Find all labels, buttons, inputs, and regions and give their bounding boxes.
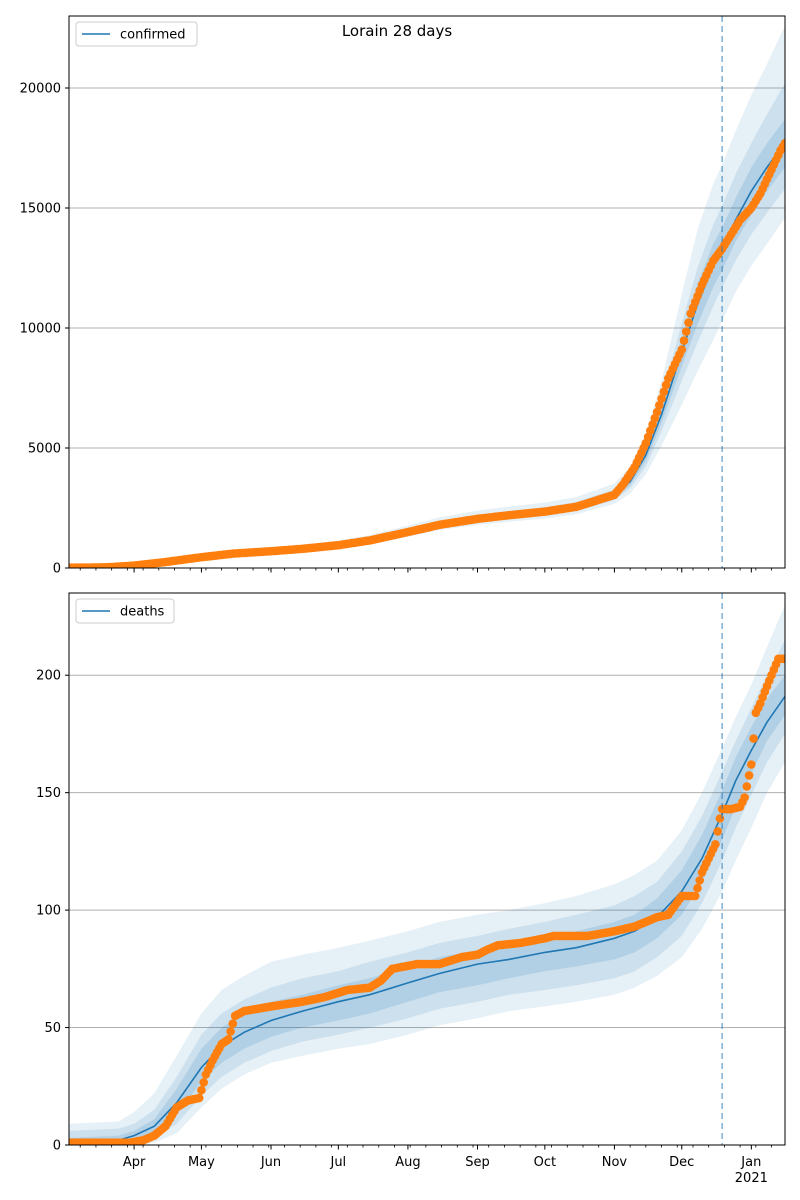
uncertainty-band-inner [69,675,785,1145]
y-tick-label: 150 [36,786,61,801]
y-tick-label: 50 [44,1021,61,1036]
x-tick-label: Oct [534,1155,556,1170]
deaths-panel: 0 50 100 150 200 Apr May Jun Jul Aug Sep Oct Nov Dec J… [36,592,786,1186]
observed-point [679,336,689,345]
observed-point [677,345,687,354]
x-tick-label: Sep [465,1155,490,1170]
legend: deaths [75,598,175,624]
x-tick-label: Dec [669,1155,694,1170]
observed-point [228,1019,238,1028]
observed-point [224,1035,233,1044]
observed-point [681,327,691,336]
x-tick-label: Aug [395,1155,420,1170]
observed-point [740,793,749,802]
observed-point [197,1085,206,1095]
legend: confirmed [75,21,198,47]
observed-point [711,840,720,849]
observed-point [747,760,756,769]
y-tick-label: 15000 [20,202,61,217]
axes-frame [68,592,786,1146]
x-tick-sublabel: 2021 [735,1171,768,1186]
confirmed-panel: 0 5000 10000 15000 20000 confirmed [20,15,786,577]
plot-area [69,25,785,568]
legend-box [75,21,198,47]
observed-point [744,771,754,780]
legend-label: deaths [120,605,165,620]
x-tick-label: May [188,1155,215,1170]
y-tick-label: 20000 [20,82,61,97]
figure-title: Lorain 28 days [342,22,453,40]
x-tick-label: Jan [740,1155,761,1170]
y-tick-label: 0 [53,1139,61,1154]
y-tick-label: 5000 [28,442,61,457]
x-tick-label: Jun [260,1155,281,1170]
observed-point [659,387,669,397]
y-tick-label: 10000 [20,322,61,337]
observed-point [780,654,785,664]
observed-point [742,782,752,791]
y-tick-label: 0 [53,562,61,577]
x-tick-label: Jul [329,1155,346,1170]
axes-frame [68,15,786,569]
observed-point [713,827,722,836]
observed-point [226,1027,235,1036]
observed-point [199,1078,208,1087]
observed-point [655,401,664,410]
observed-point [661,380,671,390]
y-tick-label: 200 [36,669,61,684]
observed-point [194,1093,204,1103]
x-tick-label: Apr [123,1155,146,1170]
plot-area [69,604,785,1145]
observed-point [684,318,693,327]
observed-point [780,138,785,148]
x-tick-label: Nov [602,1155,628,1170]
legend-box [75,598,175,624]
observed-point [652,407,662,417]
observed-point [749,734,758,743]
observed-point [690,891,700,901]
uncertainty-band-middle [69,640,785,1145]
observed-point [695,876,704,885]
y-tick-label: 100 [36,904,61,919]
observed-point [657,394,666,403]
deaths-line [69,695,785,1144]
legend-label: confirmed [120,28,186,43]
observed-point [693,883,702,893]
